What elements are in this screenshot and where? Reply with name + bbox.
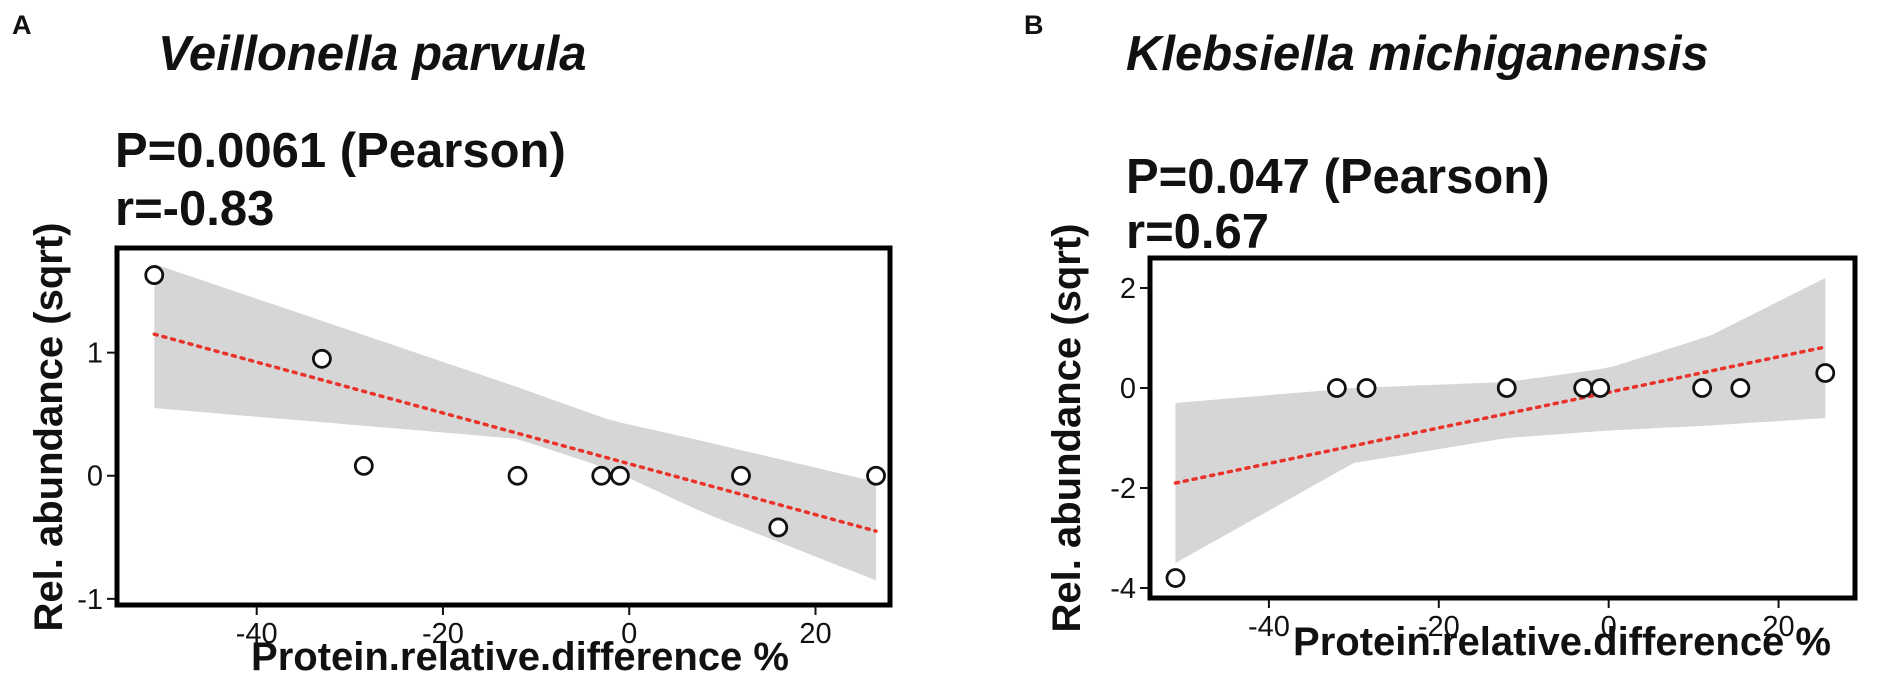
data-point bbox=[591, 465, 612, 486]
panel-letter: A bbox=[12, 10, 32, 40]
data-point bbox=[1356, 378, 1377, 398]
x-tick-label: 20 bbox=[1762, 611, 1794, 643]
species-title: Klebsiella michiganensis bbox=[1126, 27, 1709, 81]
y-tick-label: -1 bbox=[77, 584, 103, 616]
panel-letter: B bbox=[1024, 10, 1044, 40]
data-point bbox=[768, 517, 789, 538]
trend-line bbox=[152, 332, 878, 533]
x-tick-label: -20 bbox=[1418, 611, 1460, 643]
x-axis-title: Protein.relative.difference % bbox=[1293, 620, 1831, 664]
x-tick-label: 20 bbox=[799, 618, 831, 650]
stat-p-value: P=0.0061 (Pearson) bbox=[115, 124, 566, 178]
data-point bbox=[866, 465, 886, 486]
x-tick-label: -20 bbox=[422, 618, 464, 650]
data-point bbox=[311, 348, 332, 369]
data-point bbox=[1573, 378, 1594, 398]
stat-r-value: r=-0.83 bbox=[115, 182, 275, 236]
data-point bbox=[353, 455, 374, 476]
data-point bbox=[1590, 378, 1611, 398]
data-point bbox=[507, 465, 528, 486]
y-tick-label: 0 bbox=[1120, 373, 1136, 405]
confidence-band bbox=[1175, 278, 1826, 563]
x-tick-label: 0 bbox=[621, 618, 637, 650]
plot-frame bbox=[1147, 255, 1858, 601]
stat-r-value: r=0.67 bbox=[1126, 205, 1270, 259]
species-title: Veillonella parvula bbox=[158, 27, 587, 81]
data-point bbox=[1326, 378, 1347, 398]
confidence-band bbox=[154, 264, 877, 581]
x-axis-title: Protein.relative.difference % bbox=[251, 635, 789, 679]
data-point bbox=[1815, 363, 1836, 383]
y-tick-label: -2 bbox=[1110, 473, 1136, 505]
trend-line bbox=[1173, 345, 1828, 485]
plot-frame bbox=[114, 245, 893, 608]
y-tick-label: 2 bbox=[1120, 273, 1136, 305]
data-point bbox=[1165, 568, 1186, 588]
panel-b: B Klebsiella michiganensis P=0.047 (Pear… bbox=[952, 0, 1904, 683]
data-point bbox=[731, 465, 751, 486]
scatter-chart: -40 -20 0 20-4-202Protein.relative.differen… bbox=[1045, 224, 1858, 664]
data-point bbox=[610, 465, 630, 486]
y-axis-title: Rel. abundance (sqrt) bbox=[27, 223, 71, 632]
data-point bbox=[1496, 378, 1517, 398]
data-point bbox=[1730, 378, 1751, 398]
data-point bbox=[1692, 378, 1713, 398]
panel-a: A Veillonella parvula P=0.0061 (Pearson)… bbox=[12, 10, 893, 679]
y-tick-label: 0 bbox=[87, 461, 103, 493]
stat-p-value: P=0.047 (Pearson) bbox=[1126, 150, 1550, 204]
data-point bbox=[144, 265, 165, 285]
x-tick-label: -40 bbox=[236, 618, 278, 650]
x-tick-label: 0 bbox=[1601, 611, 1617, 643]
y-tick-label: -4 bbox=[1110, 573, 1136, 605]
scatter-chart: -40 -20 0 20 -1 0 1 Protein.relative.difference… bbox=[27, 223, 893, 679]
y-tick-label: 1 bbox=[87, 338, 103, 370]
x-tick-label: -40 bbox=[1248, 611, 1290, 643]
y-axis-title: Rel. abundance (sqrt) bbox=[1045, 224, 1089, 633]
